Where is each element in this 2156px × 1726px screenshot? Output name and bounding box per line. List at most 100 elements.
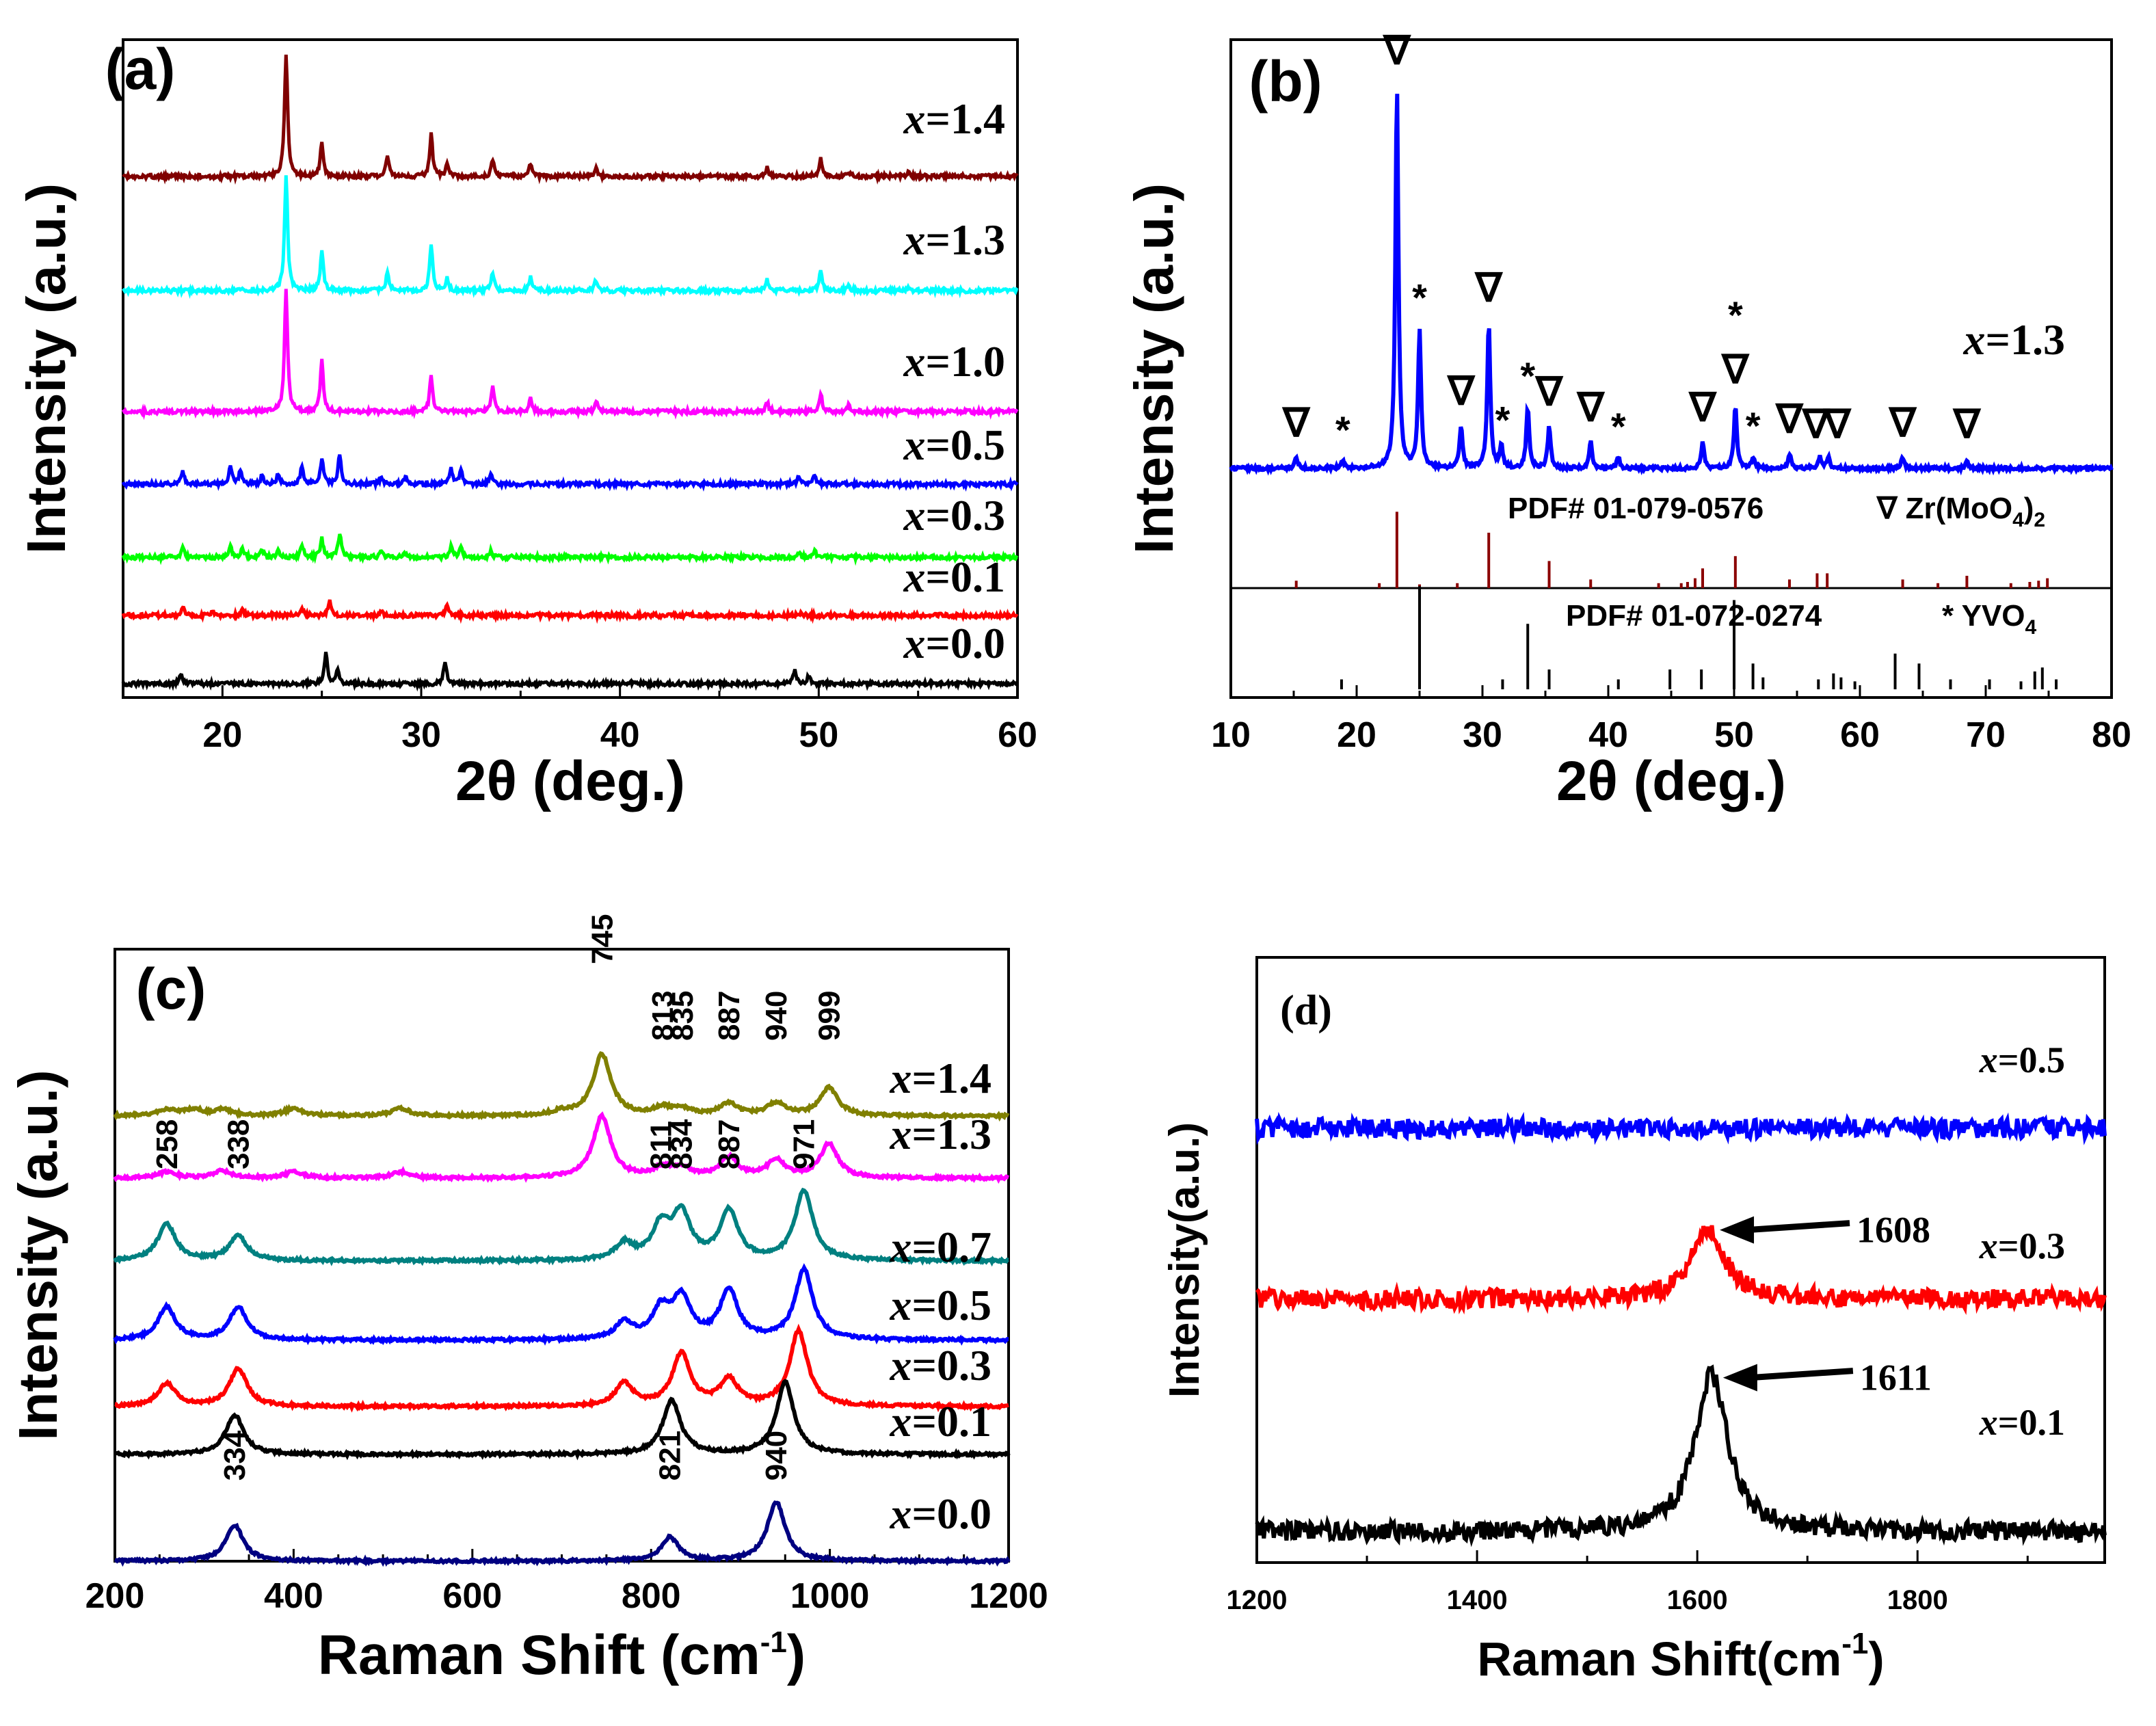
series-label: x=0.5 — [1979, 1039, 2065, 1080]
peak-label: 258 — [150, 1119, 184, 1169]
x-tick-label: 200 — [85, 1576, 145, 1616]
panel-a: 20 30 40 50 60 2θ (deg.) Intensity (a.u.) (a) x=… — [16, 37, 1037, 812]
annotation-arrow — [1746, 1220, 1850, 1234]
phase-marker-triangle: ∇ — [1822, 402, 1852, 447]
x-axis-label: 2θ (deg.) — [1556, 750, 1786, 812]
series-label: x=0.1 — [890, 1397, 992, 1446]
x-tick-label: 1200 — [969, 1576, 1048, 1616]
x-tick-label: 60 — [998, 715, 1037, 755]
x-tick-label: 20 — [1337, 715, 1376, 755]
plot-frame — [122, 38, 1019, 699]
phase-marker-triangle: ∇ — [1952, 402, 1982, 447]
phase-marker-triangle: ∇ — [1775, 397, 1805, 441]
phase-marker-triangle: ∇ — [1446, 369, 1476, 414]
series-line — [1229, 94, 2114, 476]
x-tick-label: 30 — [401, 715, 441, 755]
phase-marker-star: * — [1412, 276, 1427, 319]
x-tick-label: 30 — [1463, 715, 1502, 755]
x-tick-label: 600 — [442, 1576, 502, 1616]
phase-marker-triangle: ∇ — [1888, 401, 1917, 445]
x-tick-label: 1800 — [1887, 1585, 1948, 1615]
series-line — [1255, 1225, 2107, 1316]
series-label: x=0.1 — [903, 553, 1005, 601]
reference-name: PDF# 01-079-0576 — [1508, 492, 1764, 525]
peak-label: 334 — [218, 1430, 252, 1481]
phase-marker-star: * — [1520, 354, 1535, 397]
series-label: x=1.3 — [903, 215, 1005, 264]
x-tick-label: 800 — [622, 1576, 681, 1616]
peak-label: 813 — [646, 991, 680, 1041]
y-axis-label: Intensity(a.u.) — [1161, 1122, 1208, 1398]
series-line — [121, 454, 1019, 492]
peak-label: 999 — [812, 991, 846, 1041]
series-label: x=0.3 — [1979, 1225, 2065, 1266]
series-line — [114, 1500, 1011, 1567]
series-line — [113, 1263, 1009, 1346]
series-line — [114, 1379, 1011, 1461]
series-line — [114, 1323, 1009, 1413]
phase-marker-triangle: ∇ — [1688, 385, 1718, 429]
x-tick-label: 400 — [264, 1576, 323, 1616]
phase-label: ∇ Zr(MoO4)2 — [1876, 492, 2045, 531]
series-label: x=1.0 — [903, 337, 1005, 386]
series-label: x=1.4 — [890, 1054, 992, 1102]
peak-label: 821 — [654, 1431, 687, 1481]
series-line — [1255, 1111, 2107, 1145]
series-line — [121, 533, 1019, 566]
phase-marker-triangle: ∇ — [1576, 385, 1606, 429]
series-label: x=1.3 — [890, 1110, 992, 1158]
reference-name: PDF# 01-072-0274 — [1566, 599, 1822, 633]
x-tick-label: 20 — [202, 715, 242, 755]
x-tick-label: 40 — [1588, 715, 1628, 755]
x-axis-label: Raman Shift (cm-1) — [318, 1624, 806, 1686]
series-line — [1255, 1364, 2107, 1548]
series-label: x=0.5 — [890, 1281, 992, 1329]
series-label: x=1.3 — [1963, 315, 2065, 364]
peak-label: 811 — [645, 1121, 678, 1169]
panel-label: (b) — [1249, 49, 1322, 114]
panel-c: 200 400 600 800 1000 1200 Raman Shift (cm-1) In… — [8, 914, 1048, 1686]
annotation-arrow — [1750, 1368, 1854, 1381]
x-tick-label: 1000 — [790, 1576, 870, 1616]
arrow-head — [1720, 1216, 1755, 1244]
x-tick-label: 10 — [1211, 715, 1251, 755]
series-label: x=0.7 — [890, 1223, 992, 1271]
panel-label: (d) — [1280, 987, 1332, 1034]
y-axis-label: Intensity (a.u.) — [1123, 183, 1184, 554]
plot-frame — [1255, 956, 2106, 1564]
peak-label: 745 — [585, 914, 619, 964]
x-tick-label: 50 — [1714, 715, 1754, 755]
x-tick-label: 1200 — [1227, 1585, 1288, 1615]
x-tick-label: 1400 — [1447, 1585, 1508, 1615]
series-label: x=0.0 — [903, 619, 1005, 667]
phase-marker-star: * — [1335, 408, 1350, 451]
peak-label: 338 — [222, 1119, 255, 1169]
phase-marker-triangle: ∇ — [1382, 29, 1411, 73]
peak-label: 940 — [760, 1431, 793, 1481]
series-label: x=0.5 — [903, 421, 1005, 469]
phase-marker-triangle: ∇ — [1281, 401, 1311, 445]
phase-marker-star: * — [1728, 293, 1743, 336]
phase-marker-star: * — [1746, 404, 1761, 447]
phase-marker-triangle: ∇ — [1801, 402, 1831, 447]
y-axis-label: Intensity (a.u.) — [8, 1070, 68, 1440]
y-axis-label: Intensity (a.u.) — [16, 183, 77, 554]
series-line — [113, 1187, 1009, 1267]
x-tick-label: 40 — [600, 715, 640, 755]
x-axis-label: Raman Shift(cm-1) — [1477, 1627, 1884, 1686]
x-tick-label: 1600 — [1667, 1585, 1728, 1615]
series-label: x=0.1 — [1979, 1402, 2065, 1443]
series-label: x=1.4 — [903, 94, 1005, 143]
phase-marker-triangle: ∇ — [1720, 347, 1750, 392]
arrow-label: 1611 — [1860, 1357, 1932, 1398]
series-line — [121, 289, 1019, 421]
x-tick-label: 70 — [1966, 715, 2006, 755]
panel-b: 10 20 30 40 50 60 70 80 2θ (deg.) Intensity (a.u.… — [1123, 29, 2131, 812]
panel-label: (a) — [105, 37, 176, 101]
arrow-head — [1722, 1364, 1757, 1392]
phase-marker-triangle: ∇ — [1474, 266, 1504, 310]
series-label: x=0.3 — [903, 491, 1005, 540]
peak-label: 971 — [788, 1119, 821, 1169]
